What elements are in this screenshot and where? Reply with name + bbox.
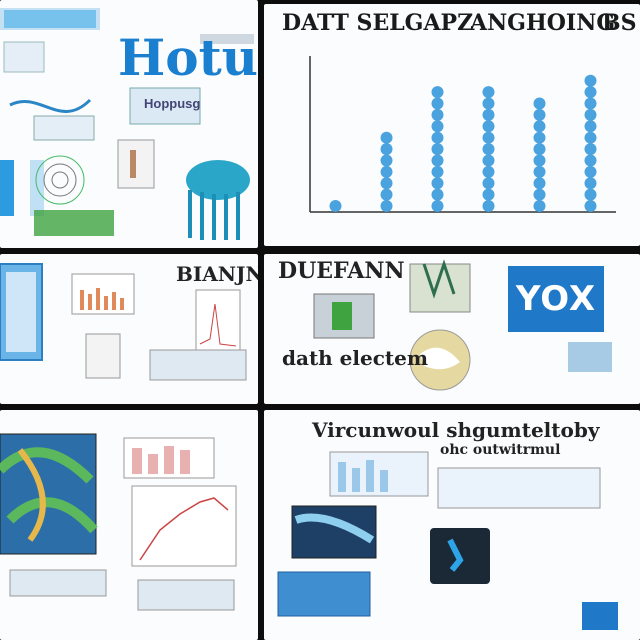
collage-art-bottom-right — [277, 451, 618, 630]
chart-title-mid: ANGHOING — [470, 10, 616, 36]
chart-dot — [482, 165, 495, 178]
panel-title-line2: ohc outwitrmul — [440, 442, 561, 458]
chart-dot — [482, 131, 495, 144]
collage-art-mid-right — [313, 259, 612, 391]
chart-dot — [431, 188, 444, 201]
chart-dot — [584, 188, 597, 201]
chart-dot — [380, 200, 393, 212]
chart-dot — [380, 188, 393, 201]
dot-column-C — [431, 86, 444, 212]
chart-dot — [584, 97, 597, 110]
chart-dot — [431, 131, 444, 144]
dot-column-D — [482, 86, 495, 212]
chart-dot — [431, 108, 444, 121]
chart-dot — [533, 108, 546, 121]
chart-dot — [431, 177, 444, 190]
dot-chart — [309, 56, 616, 213]
panel-heading: BIANJNG — [176, 262, 258, 286]
yox-badge: YOX — [508, 266, 604, 332]
collage-panel-top-left: Hotu Hoppusg — [0, 0, 258, 248]
chart-dot — [431, 154, 444, 167]
chart-dot — [482, 143, 495, 156]
chart-dot — [380, 154, 393, 167]
chart-dot — [482, 86, 495, 99]
dot-column-F — [584, 74, 597, 212]
chart-dot — [380, 131, 393, 144]
chart-dot — [380, 165, 393, 178]
chart-dot — [482, 108, 495, 121]
collage-panel-bottom-right: Vircunwoul shgumteltoby ohc outwitrmul — [264, 410, 640, 640]
chart-dot — [533, 120, 546, 133]
chart-dot — [533, 154, 546, 167]
collage-art-top-left — [0, 8, 254, 240]
dot-column-A — [329, 200, 342, 212]
chart-dot — [533, 143, 546, 156]
chart-dot — [431, 200, 444, 212]
collage-panel-mid-left: BIANJNG — [0, 254, 258, 404]
panel-caption: Hoppusg — [144, 96, 201, 111]
chart-dot — [431, 97, 444, 110]
chart-dot — [584, 154, 597, 167]
collage-art-mid-left — [0, 263, 247, 381]
chart-title-left: DATT SELGAPZ — [282, 10, 474, 36]
chart-dot — [482, 200, 495, 212]
chart-dot — [584, 165, 597, 178]
chart-dot — [533, 165, 546, 178]
chart-dot — [329, 200, 342, 212]
chart-dot — [584, 131, 597, 144]
chart-dot — [380, 177, 393, 190]
chart-dot — [584, 108, 597, 121]
dot-column-B — [380, 131, 393, 212]
chart-dot — [533, 200, 546, 212]
chart-dot — [380, 143, 393, 156]
chart-dot — [482, 97, 495, 110]
collage-art-bottom-left — [0, 433, 237, 611]
chart-dot — [431, 86, 444, 99]
chart-panel: DATT SELGAPZ ANGHOING BS — [264, 4, 640, 246]
chart-dot — [584, 177, 597, 190]
chart-dot — [431, 120, 444, 133]
chart-dot — [431, 165, 444, 178]
panel-heading: DUEFANN — [278, 258, 405, 284]
chart-dot — [584, 86, 597, 99]
chart-dot — [482, 154, 495, 167]
chart-dot — [533, 131, 546, 144]
chart-dot — [482, 188, 495, 201]
chart-dot — [431, 143, 444, 156]
chart-dot — [584, 143, 597, 156]
collage-panel-mid-right: DUEFANN YOX dath electem — [264, 254, 640, 404]
panel-title-line1: Vircunwoul shgumteltoby — [312, 418, 600, 442]
chart-dot — [584, 74, 597, 87]
chart-dot — [482, 177, 495, 190]
dot-column-E — [533, 97, 546, 212]
chart-dot — [584, 200, 597, 212]
chart-dot — [482, 120, 495, 133]
chart-dot — [584, 120, 597, 133]
panel-caption: dath electem — [282, 346, 429, 370]
panel-heading: Hotu — [118, 28, 258, 87]
collage-panel-bottom-left — [0, 410, 258, 640]
chart-dot — [533, 188, 546, 201]
chart-title-right: BS — [602, 10, 637, 36]
chart-dot — [533, 97, 546, 110]
chart-dot — [533, 177, 546, 190]
